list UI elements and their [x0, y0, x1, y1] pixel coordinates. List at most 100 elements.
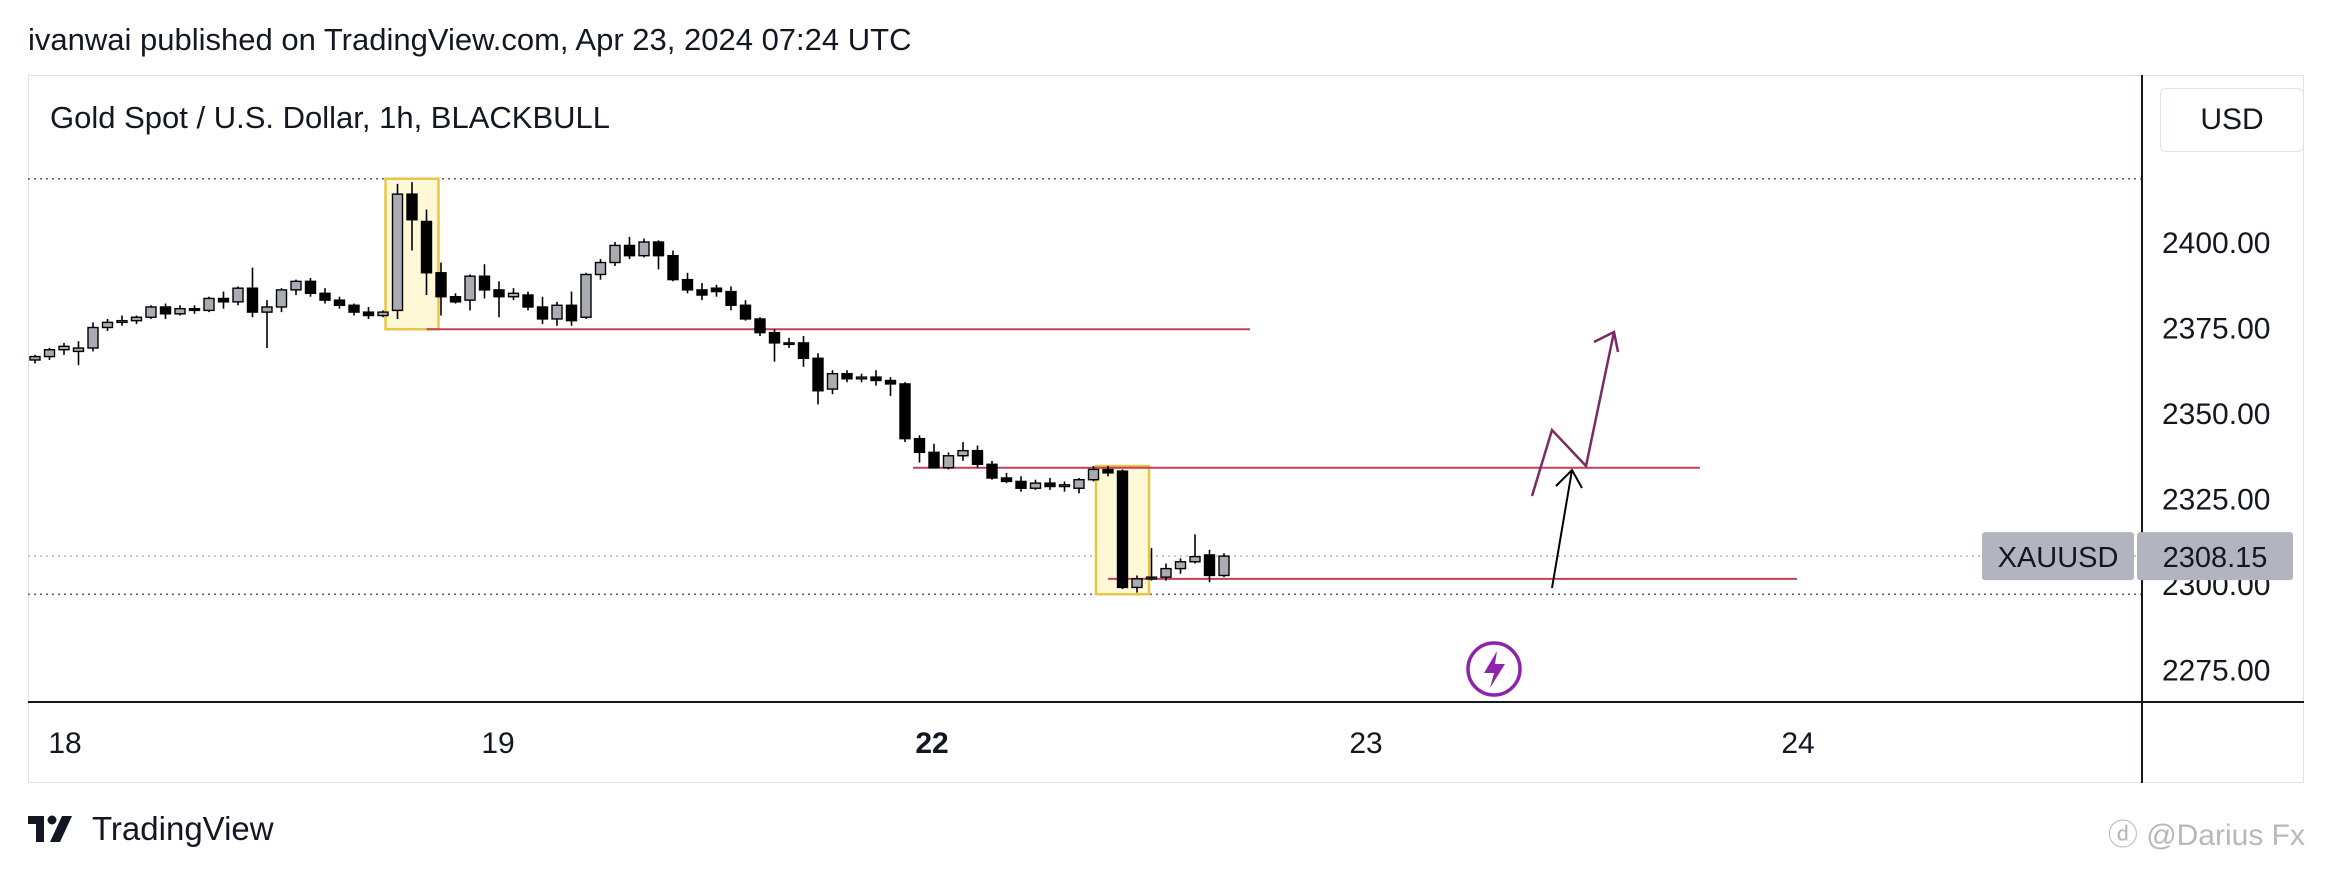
candle-body — [420, 220, 433, 274]
candle-body — [1044, 482, 1056, 488]
watermark: ⓓ @Darius Fx — [2108, 810, 2305, 854]
tradingview-logo-icon — [28, 815, 72, 842]
candle-body — [1029, 482, 1042, 489]
candle-body — [1015, 480, 1027, 489]
candle-body — [145, 306, 157, 318]
last-price-label: 2308.15 — [2163, 542, 2268, 574]
last-price-bg — [2137, 532, 2293, 581]
candle-body — [87, 326, 99, 349]
candle-body — [725, 290, 737, 306]
candle-body — [1000, 477, 1013, 483]
y-tick-label: 2400.00 — [2162, 227, 2270, 260]
candle-body — [1102, 468, 1114, 474]
candle-body — [391, 193, 404, 312]
projection-path — [1530, 331, 1616, 497]
projection-arrowhead — [1593, 330, 1620, 353]
candle-body — [290, 280, 302, 291]
annotation-layer — [384, 177, 1797, 697]
candle-body — [1203, 554, 1216, 577]
candle-body — [203, 297, 215, 312]
candle-body — [1174, 561, 1187, 570]
candle-body — [667, 254, 679, 281]
entry-arrow — [1551, 469, 1573, 589]
lightning-icon — [1466, 641, 1522, 697]
candle-body — [232, 287, 244, 303]
candle-body — [1131, 578, 1143, 589]
tradingview-brand[interactable]: TradingView — [28, 810, 274, 848]
candle-body — [957, 449, 969, 457]
candle-body — [754, 318, 766, 334]
candle-body — [1073, 478, 1085, 489]
grid-layer — [28, 177, 2142, 596]
candle-body — [899, 383, 911, 440]
candle-body — [580, 273, 592, 318]
candle-body — [739, 304, 752, 320]
candle-body — [551, 304, 563, 320]
candle-body — [826, 372, 839, 390]
x-tick-label: 19 — [481, 727, 514, 760]
candle-body — [710, 287, 723, 293]
candle-body — [507, 292, 520, 298]
candle-body — [565, 304, 578, 322]
candle-body — [623, 244, 636, 257]
candle-body — [188, 307, 201, 312]
watermark-icon: ⓓ — [2107, 819, 2147, 852]
publish-info: ivanwai published on TradingView.com, Ap… — [28, 22, 912, 57]
candle-body — [638, 241, 650, 257]
candle-body — [1160, 567, 1172, 578]
candle-body — [333, 299, 346, 306]
candle-body — [319, 292, 331, 301]
currency-selector[interactable]: USD — [2160, 88, 2304, 152]
x-tick-label: 22 — [915, 727, 948, 760]
candle-body — [609, 244, 621, 264]
candle-body — [652, 241, 665, 257]
candle-body — [43, 349, 56, 358]
candle-body — [362, 311, 375, 317]
x-tick-label: 23 — [1349, 727, 1382, 760]
candle-body — [1189, 555, 1201, 563]
axis-layer: 2400.002375.002350.002325.002300.002275.… — [28, 75, 2304, 783]
candle-body — [377, 311, 389, 317]
candle-body — [261, 306, 273, 313]
candle-body — [58, 345, 70, 351]
candle-body — [1058, 484, 1071, 488]
y-tick-label: 2350.00 — [2162, 398, 2270, 431]
candle-body — [304, 280, 317, 294]
candle-body — [159, 306, 172, 315]
chart-frame — [28, 75, 2304, 783]
candle-body — [841, 372, 853, 380]
symbol-label: XAUUSD — [1998, 542, 2119, 574]
candle-body — [29, 355, 41, 361]
y-tick-label: 2325.00 — [2162, 484, 2270, 517]
candle-body — [116, 319, 128, 324]
candle-body — [464, 275, 476, 301]
candle-body — [493, 289, 505, 298]
candle-body — [536, 306, 549, 320]
candle-body — [1116, 470, 1129, 589]
candle-body — [217, 297, 230, 303]
candle-body — [348, 304, 360, 313]
candle-body — [246, 287, 259, 313]
candle-body — [1145, 576, 1158, 580]
candle-body — [130, 316, 143, 322]
symbol-label-bg — [1982, 532, 2134, 581]
y-tick-label: 2275.00 — [2162, 655, 2270, 688]
candle-body — [696, 289, 708, 296]
candle-body — [522, 294, 534, 308]
candle-body — [884, 379, 897, 385]
candle-body — [870, 376, 882, 382]
watermark-text: @Darius Fx — [2146, 819, 2305, 852]
candle-body — [406, 193, 418, 221]
candle-body — [174, 307, 186, 315]
candle-body — [101, 321, 114, 329]
candle-body — [928, 451, 940, 469]
candle-body — [72, 347, 85, 353]
candle-body — [942, 455, 955, 469]
candle-body — [275, 289, 288, 308]
candle-body — [768, 331, 781, 344]
candle-body — [971, 449, 984, 465]
candle-body — [797, 342, 810, 359]
y-tick-label: 2375.00 — [2162, 313, 2270, 346]
candle-body — [435, 272, 447, 298]
